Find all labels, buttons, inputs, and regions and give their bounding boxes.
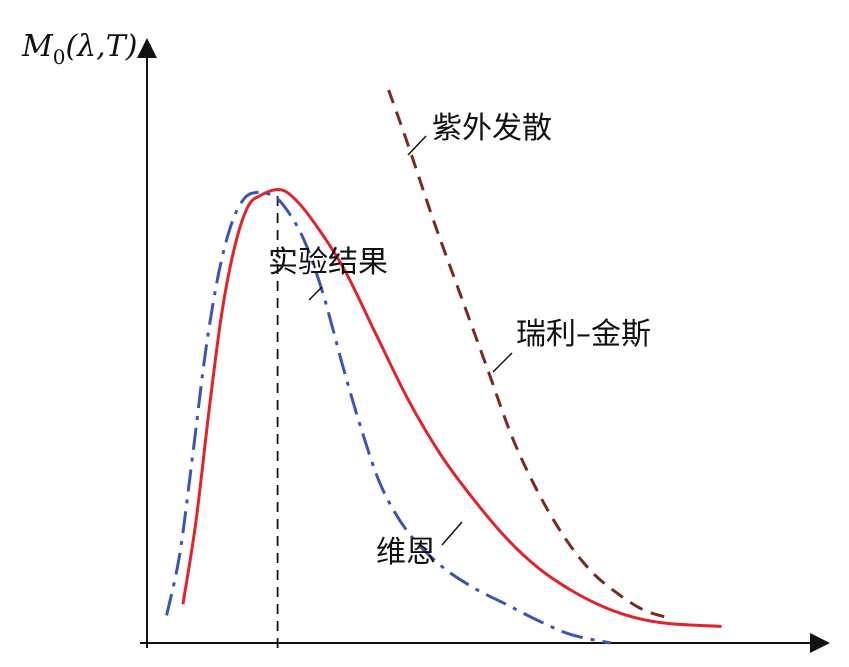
experiment-curve (181, 187, 722, 628)
rayleigh-jeans-label: 瑞利–金斯 (516, 317, 651, 352)
y-axis-title: M0(λ,T) (21, 29, 137, 69)
rayleigh-jeans-leader (492, 352, 513, 373)
wien-curve (165, 190, 611, 645)
wien-leader (441, 521, 463, 546)
experiment-label: 实验结果 (268, 245, 388, 280)
rayleigh-jeans-curve (387, 89, 670, 620)
wien-label: 维恩 (376, 535, 436, 570)
uv-divergence-label: 紫外发散 (432, 111, 552, 146)
uv-divergence-leader (407, 135, 427, 156)
experiment-leader (308, 286, 323, 301)
